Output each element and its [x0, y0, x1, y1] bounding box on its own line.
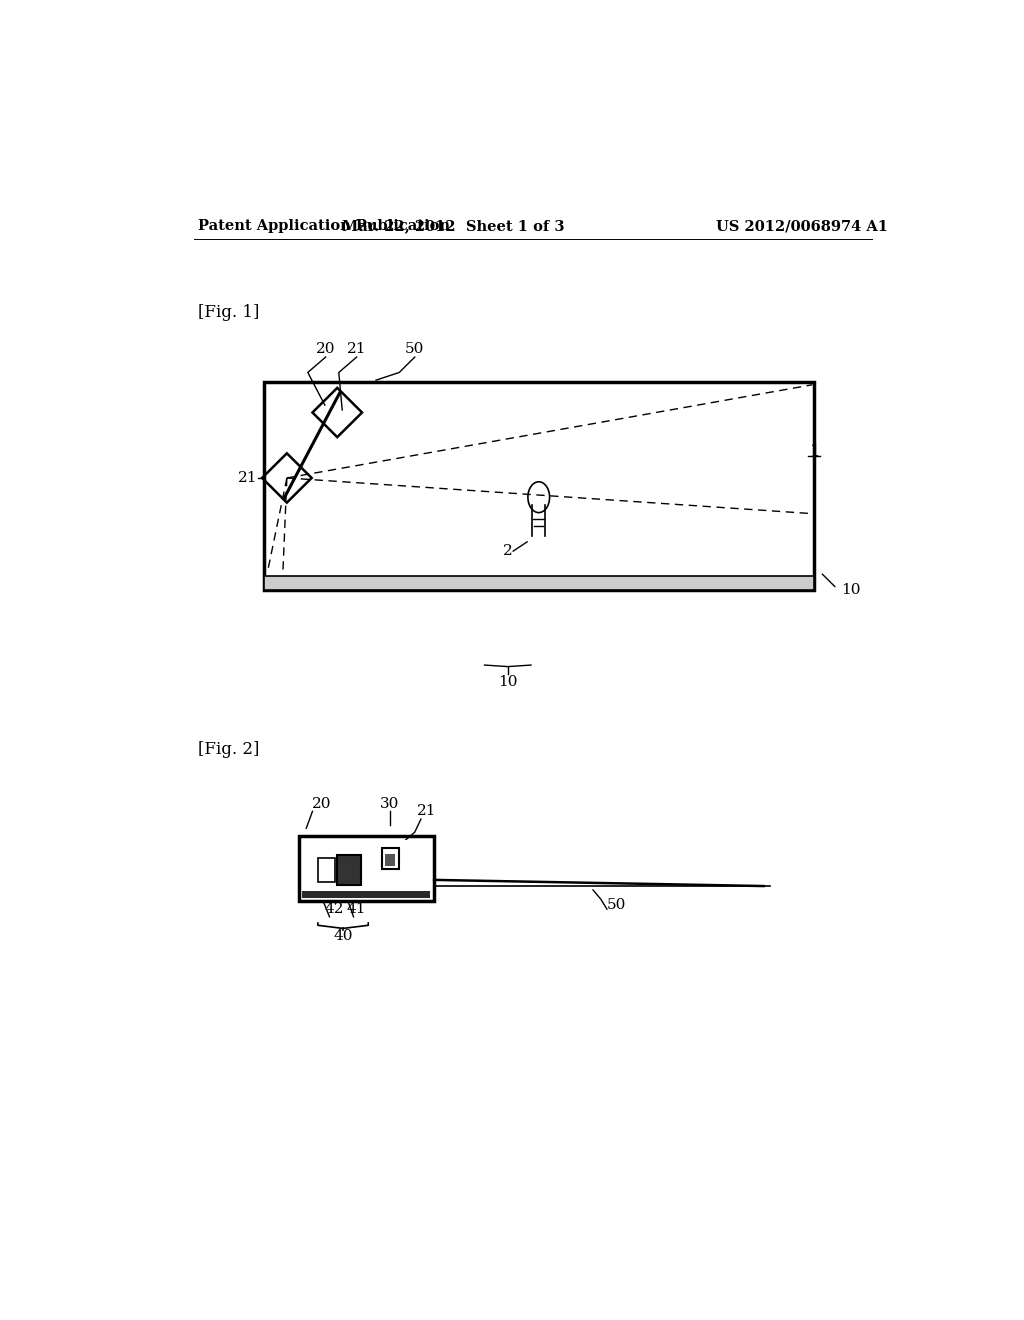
- Bar: [302, 840, 430, 891]
- Text: [Fig. 2]: [Fig. 2]: [198, 742, 259, 758]
- Bar: [299, 836, 434, 902]
- Bar: [302, 840, 430, 898]
- Text: 21: 21: [239, 471, 258, 484]
- Text: 41: 41: [347, 902, 367, 916]
- Text: 42: 42: [325, 902, 344, 916]
- Text: 21: 21: [417, 804, 436, 818]
- Text: 20: 20: [312, 797, 332, 810]
- Text: 21: 21: [347, 342, 367, 356]
- Text: 10: 10: [841, 582, 860, 597]
- Bar: [382, 847, 399, 869]
- Text: 50: 50: [606, 899, 626, 912]
- Bar: [263, 381, 814, 590]
- Text: Patent Application Publication: Patent Application Publication: [198, 219, 450, 234]
- Text: US 2012/0068974 A1: US 2012/0068974 A1: [716, 219, 888, 234]
- Text: 30: 30: [380, 797, 399, 810]
- Bar: [317, 858, 335, 882]
- Bar: [337, 855, 360, 884]
- Text: 1: 1: [810, 442, 820, 459]
- Text: 10: 10: [498, 675, 517, 689]
- Text: 50: 50: [406, 342, 424, 356]
- Text: Mar. 22, 2012  Sheet 1 of 3: Mar. 22, 2012 Sheet 1 of 3: [342, 219, 565, 234]
- Text: 20: 20: [315, 342, 336, 356]
- Text: 40: 40: [334, 929, 353, 942]
- Bar: [263, 576, 814, 590]
- Text: [Fig. 1]: [Fig. 1]: [198, 304, 259, 321]
- Bar: [385, 854, 394, 866]
- Text: 2: 2: [503, 544, 513, 558]
